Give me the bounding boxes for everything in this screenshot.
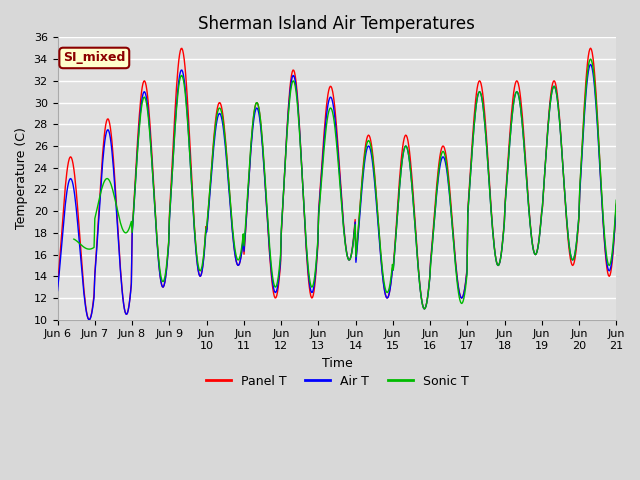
Air T: [406, 159, 413, 165]
Sonic T: [122, 230, 129, 236]
Air T: [86, 317, 93, 323]
Panel T: [587, 45, 595, 51]
Sonic T: [207, 167, 215, 172]
Panel T: [612, 202, 620, 207]
Air T: [122, 311, 130, 317]
Panel T: [406, 149, 413, 155]
Title: Sherman Island Air Temperatures: Sherman Island Air Temperatures: [198, 15, 476, 33]
Sonic T: [178, 72, 186, 78]
Panel T: [122, 311, 130, 317]
Panel T: [209, 155, 216, 161]
Y-axis label: Temperature (C): Temperature (C): [15, 128, 28, 229]
Panel T: [54, 283, 61, 289]
Line: Panel T: Panel T: [58, 48, 616, 320]
Air T: [209, 162, 216, 168]
Air T: [64, 184, 72, 190]
Sonic T: [405, 153, 413, 159]
Line: Air T: Air T: [58, 64, 616, 320]
Line: Sonic T: Sonic T: [74, 59, 616, 309]
Air T: [54, 288, 61, 294]
Air T: [612, 203, 620, 208]
Text: SI_mixed: SI_mixed: [63, 51, 125, 64]
Air T: [179, 69, 186, 74]
Legend: Panel T, Air T, Sonic T: Panel T, Air T, Sonic T: [200, 370, 473, 393]
Sonic T: [421, 305, 429, 311]
Panel T: [179, 47, 186, 53]
X-axis label: Time: Time: [321, 357, 352, 370]
Air T: [587, 61, 595, 67]
Sonic T: [612, 197, 620, 203]
Panel T: [422, 303, 429, 309]
Air T: [422, 304, 429, 310]
Panel T: [64, 164, 72, 169]
Panel T: [86, 317, 93, 323]
